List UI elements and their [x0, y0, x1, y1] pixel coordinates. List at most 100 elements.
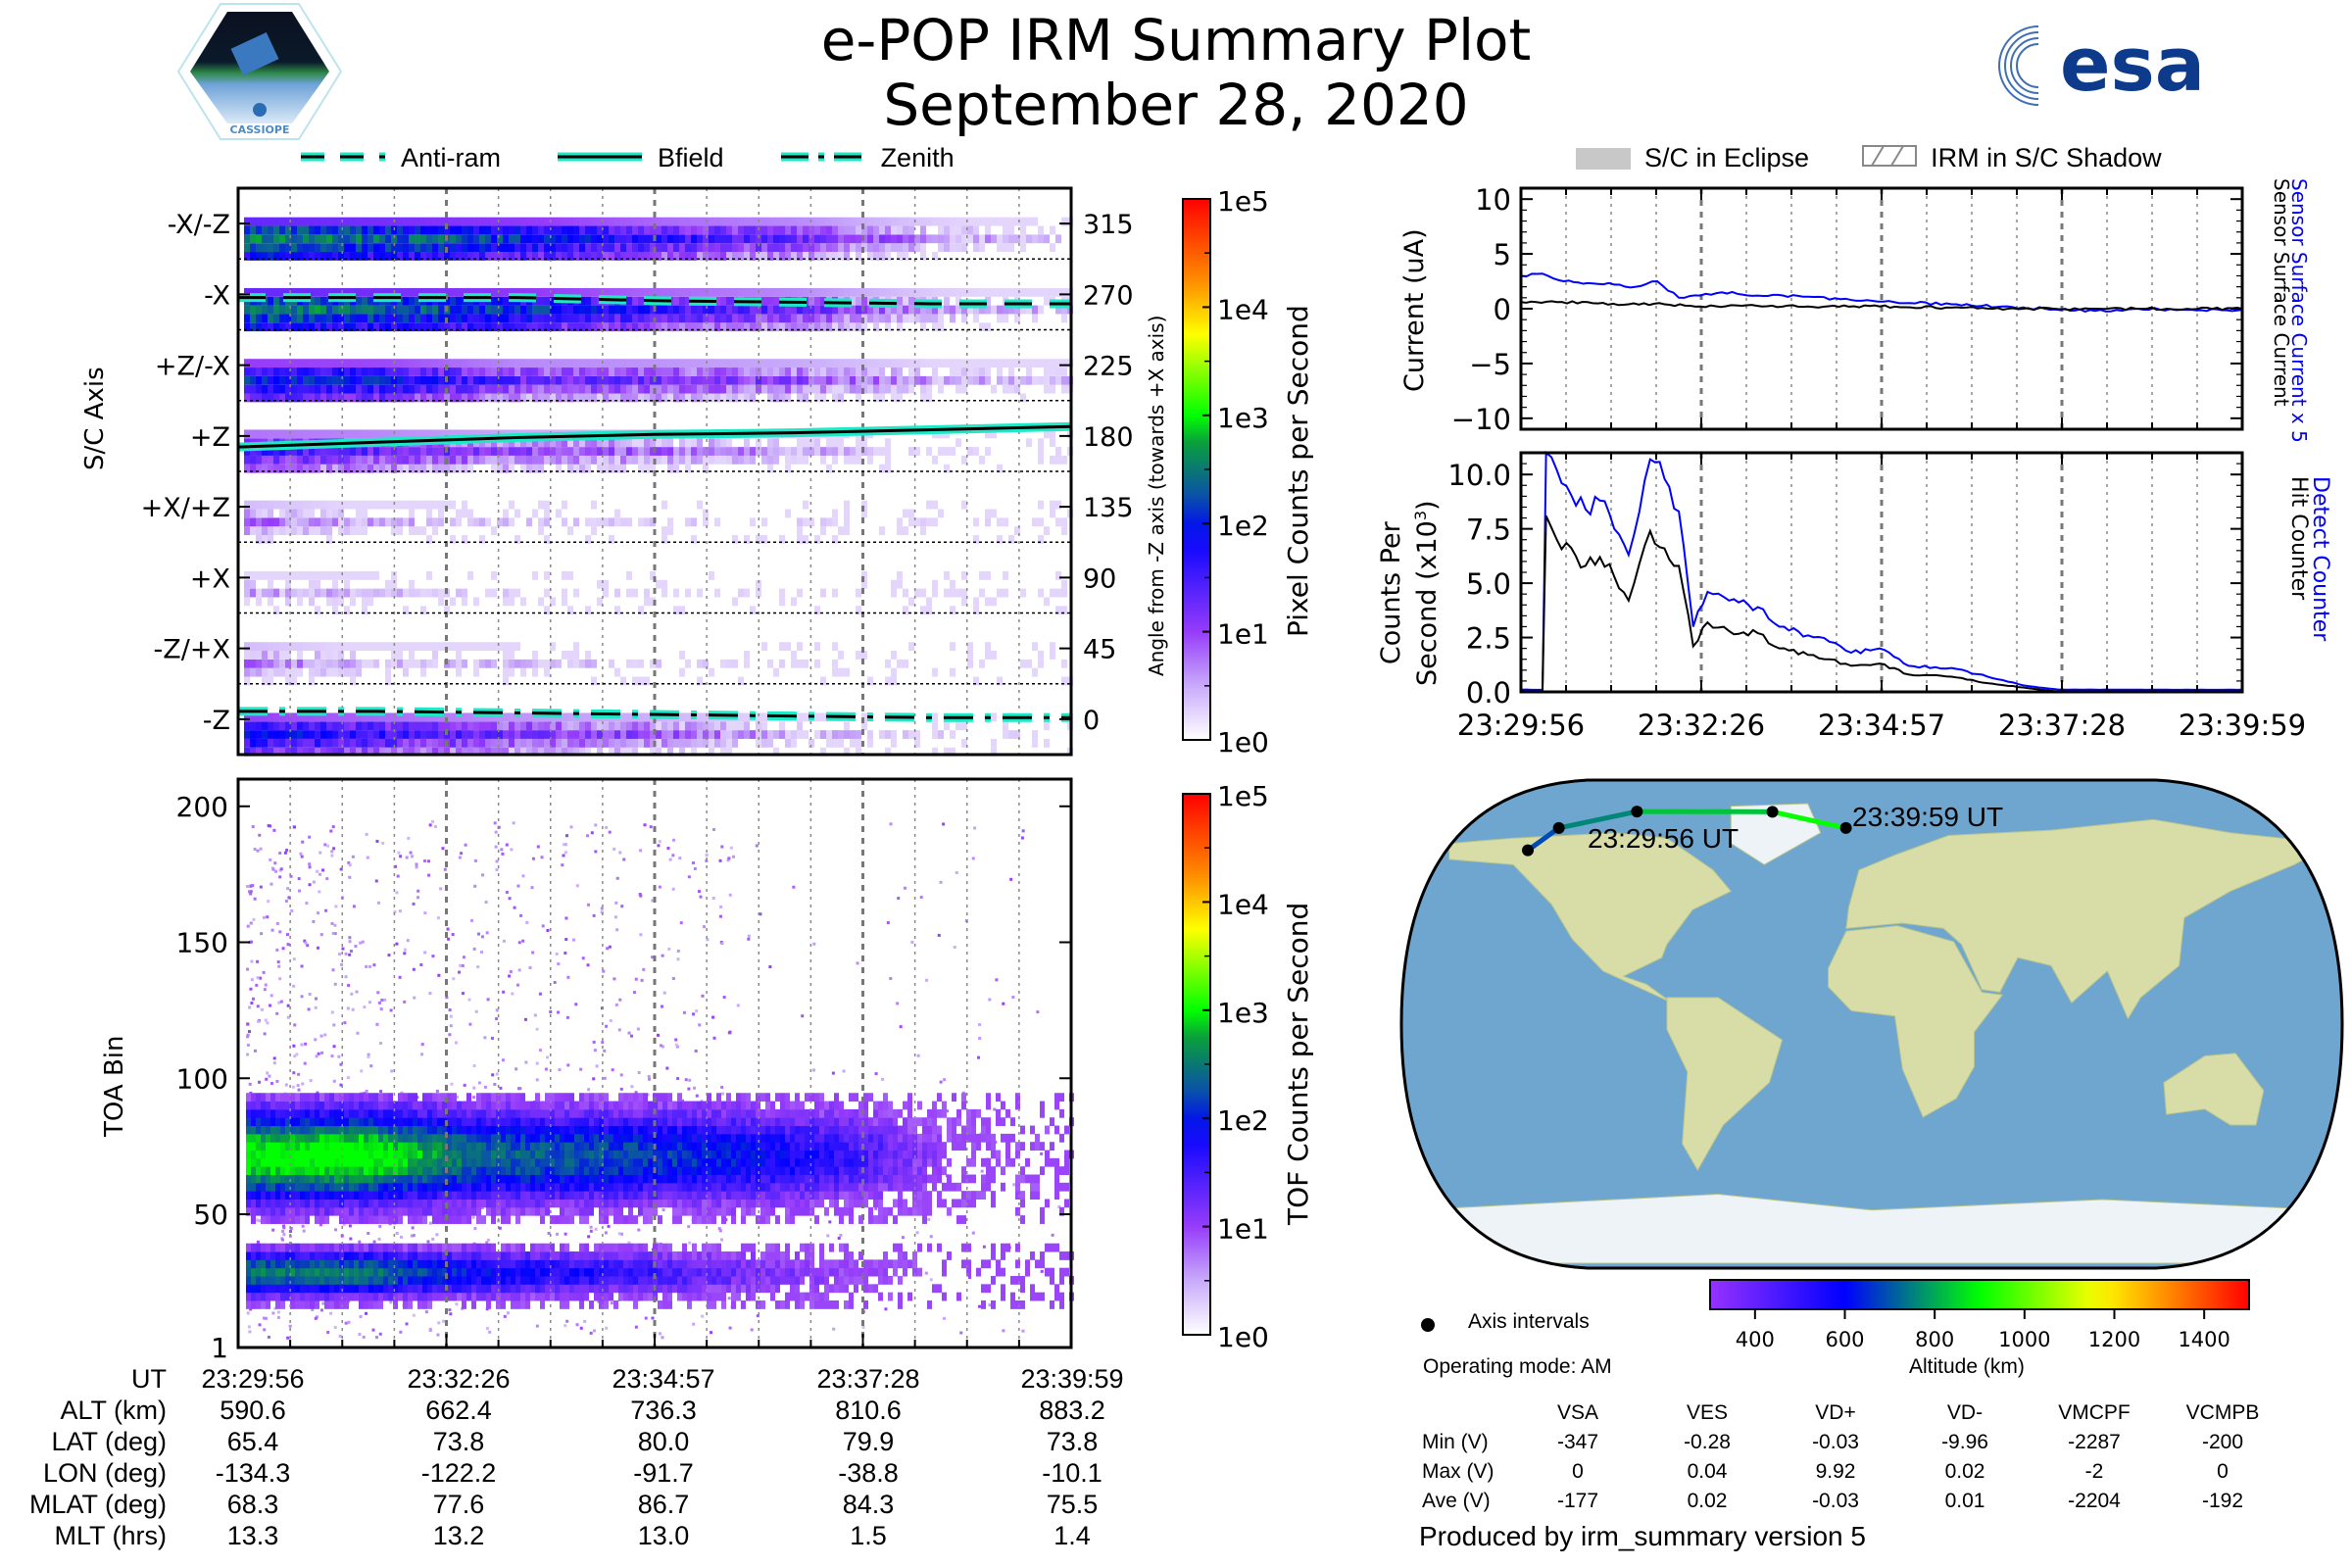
toa-noise-pixel	[488, 1330, 492, 1334]
angle-pixel	[861, 651, 867, 660]
angle-pixel	[603, 438, 609, 448]
angle-pixel	[650, 721, 656, 731]
angle-pixel	[432, 225, 438, 235]
angle-pixel	[432, 234, 438, 244]
angle-pixel	[573, 455, 579, 465]
angle-pixel	[514, 509, 520, 518]
angle-pixel	[761, 234, 767, 244]
toa-noise-pixel	[256, 959, 260, 963]
angle-pixel	[273, 738, 279, 748]
angle-pixel	[409, 217, 415, 226]
angle-pixel	[326, 500, 332, 510]
angle-pixel	[291, 738, 297, 748]
angle-pixel	[373, 252, 379, 261]
angle-pixel	[685, 588, 691, 598]
angle-pixel	[597, 252, 603, 261]
angle-pixel	[938, 322, 944, 332]
angle-pixel	[262, 368, 268, 376]
angle-pixel	[673, 721, 679, 731]
angle-pixel	[356, 642, 362, 652]
angle-pixel	[691, 252, 697, 261]
angle-pixel	[379, 500, 385, 510]
shadow-hatch-swatch-icon	[1862, 143, 1918, 173]
angle-pixel	[473, 217, 479, 226]
angle-pixel	[444, 464, 450, 473]
toa-pixel	[275, 1108, 280, 1118]
angle-band-+X/+Z	[244, 500, 1073, 544]
angle-pixel	[667, 305, 673, 315]
angle-pixel	[756, 252, 761, 261]
toa-noise-pixel	[307, 1007, 311, 1011]
toa-noise-pixel	[919, 896, 923, 900]
angle-pixel	[550, 217, 556, 226]
toa-noise-pixel	[260, 1007, 264, 1011]
toa-noise-pixel	[939, 1080, 943, 1084]
toa-noise-pixel	[279, 1000, 283, 1004]
angle-pixel	[273, 314, 279, 323]
toa-noise-pixel	[248, 890, 252, 894]
toa-noise-pixel	[251, 997, 255, 1001]
angle-pixel	[638, 322, 644, 332]
angle-pixel	[509, 438, 514, 448]
angle-pixel	[1014, 384, 1020, 394]
angle-pixel	[244, 429, 250, 439]
angle-pixel	[879, 359, 885, 368]
angle-pixel	[879, 234, 885, 244]
angle-pixel	[691, 447, 697, 456]
angle-pixel	[961, 305, 967, 315]
toa-pixel	[266, 1133, 270, 1143]
angle-pixel	[585, 721, 591, 731]
angle-pixel	[426, 721, 432, 731]
angle-pixel	[532, 252, 538, 261]
angle-pixel	[373, 287, 379, 297]
angle-pixel	[297, 642, 303, 652]
angle-pixel	[667, 384, 673, 394]
angle-pixel	[620, 738, 626, 748]
angle-pixel	[503, 738, 509, 748]
angle-pixel	[667, 464, 673, 473]
angle-pixel	[673, 359, 679, 368]
angle-pixel	[432, 305, 438, 315]
toa-pixel	[256, 1142, 261, 1152]
angle-pixel	[326, 747, 332, 757]
angle-pixel	[997, 243, 1003, 253]
toa-noise-pixel	[594, 823, 598, 827]
angle-pixel	[626, 287, 632, 297]
angle-pixel	[467, 509, 473, 518]
angle-pixel	[567, 747, 573, 757]
angle-pixel	[362, 296, 368, 306]
angle-pixel	[1008, 243, 1014, 253]
angle-pixel	[497, 296, 503, 306]
angle-pixel	[497, 464, 503, 473]
angle-pixel	[738, 314, 744, 323]
angle-pixel	[803, 517, 808, 527]
angle-pixel	[626, 243, 632, 253]
angle-pixel	[303, 368, 309, 376]
angle-pixel	[691, 234, 697, 244]
angle-pixel	[356, 464, 362, 473]
angle-pixel	[726, 747, 732, 757]
angle-pixel	[344, 730, 350, 739]
toa-noise-pixel	[756, 1314, 760, 1318]
angle-pixel	[520, 287, 526, 297]
angle-pixel	[256, 738, 262, 748]
angle-pixel	[256, 359, 262, 368]
toa-noise-pixel	[699, 895, 703, 899]
angle-pixel	[432, 651, 438, 660]
toa-noise-pixel	[564, 851, 567, 855]
angle-pixel	[620, 721, 626, 731]
toa-noise-pixel	[423, 911, 427, 915]
angle-pixel	[756, 535, 761, 544]
toa-pixel	[270, 1206, 275, 1216]
angle-pixel	[567, 712, 573, 722]
angle-pixel	[950, 642, 956, 652]
angle-pixel	[614, 447, 620, 456]
angle-pixel	[609, 234, 614, 244]
toa-noise-pixel	[271, 867, 275, 871]
angle-pixel	[279, 509, 285, 518]
angle-pixel	[785, 509, 791, 518]
toa-noise-pixel	[720, 845, 724, 849]
angle-pixel	[309, 314, 315, 323]
angle-pixel	[497, 287, 503, 297]
angle-pixel	[814, 535, 820, 544]
